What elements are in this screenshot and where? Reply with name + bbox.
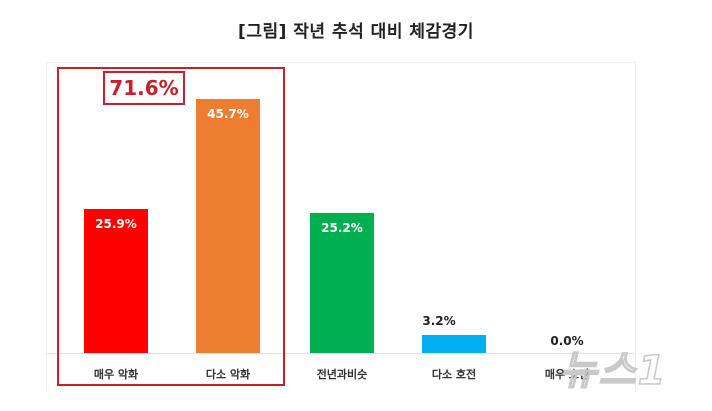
bar-same-as-last-year: 25.2% [310, 213, 374, 353]
bar-somewhat-worse: 45.7% [196, 99, 260, 353]
category-label: 다소 호전 [431, 368, 477, 381]
plot-area [46, 62, 636, 393]
bar-value-label: 3.2% [422, 314, 456, 328]
bar-value-label: 25.9% [95, 217, 137, 231]
highlight-total-label: 71.6% [103, 71, 185, 105]
news1-watermark-logo: 뉴스1 [559, 347, 668, 395]
category-label: 매우 호전 [544, 368, 590, 381]
bar-very-worse: 25.9% [84, 209, 148, 353]
category-label: 매우 악화 [93, 368, 139, 381]
chart-title: [그림] 작년 추석 대비 체감경기 [238, 22, 474, 42]
x-axis-baseline [46, 353, 634, 354]
bar-value-label: 0.0% [550, 334, 584, 348]
category-label: 다소 악화 [205, 368, 251, 381]
bar-value-label: 25.2% [321, 221, 363, 235]
bar-value-label: 45.7% [207, 107, 249, 121]
category-label: 전년과비슷 [316, 368, 368, 381]
bar-somewhat-better [422, 335, 486, 353]
highlight-box [57, 67, 285, 386]
